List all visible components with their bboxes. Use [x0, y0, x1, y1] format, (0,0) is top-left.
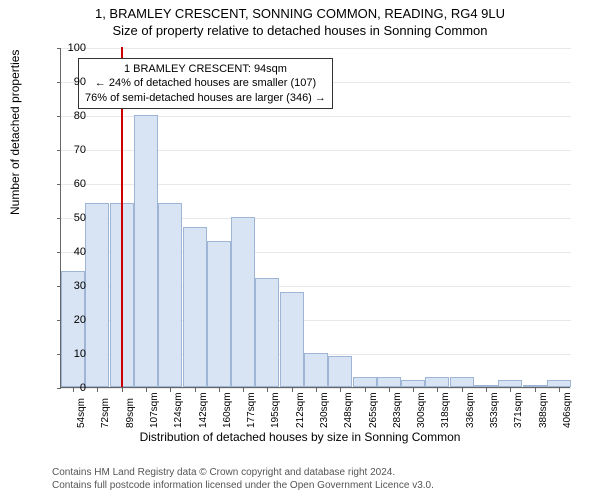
histogram-bar [255, 278, 279, 387]
ytick-mark [57, 116, 61, 117]
ytick-label: 0 [80, 382, 86, 394]
ytick-mark [57, 252, 61, 253]
histogram-bar [134, 115, 158, 387]
xtick-label: 142sqm [198, 392, 209, 428]
xtick-label: 406sqm [562, 392, 573, 428]
ytick-label: 100 [68, 42, 86, 54]
xtick-mark [535, 388, 536, 392]
footer-line2: Contains full postcode information licen… [52, 479, 434, 492]
xtick-mark [510, 388, 511, 392]
ytick-label: 10 [74, 348, 86, 360]
annotation-line1: 1 BRAMLEY CRESCENT: 94sqm [85, 62, 326, 76]
ytick-label: 50 [74, 212, 86, 224]
xtick-mark [316, 388, 317, 392]
xtick-mark [486, 388, 487, 392]
ytick-label: 20 [74, 314, 86, 326]
xtick-mark [413, 388, 414, 392]
histogram-bar [353, 377, 377, 387]
xtick-mark [170, 388, 171, 392]
histogram-bar [401, 380, 425, 387]
chart-title-line1: 1, BRAMLEY CRESCENT, SONNING COMMON, REA… [0, 0, 600, 21]
xtick-label: 353sqm [489, 392, 500, 428]
ytick-mark [57, 388, 61, 389]
xtick-label: 265sqm [368, 392, 379, 428]
annotation-line3: 76% of semi-detached houses are larger (… [85, 91, 326, 105]
xtick-mark [389, 388, 390, 392]
histogram-bar [547, 380, 571, 387]
xtick-mark [292, 388, 293, 392]
x-axis-title: Distribution of detached houses by size … [0, 430, 600, 444]
ytick-mark [57, 218, 61, 219]
xtick-label: 230sqm [319, 392, 330, 428]
xtick-label: 89sqm [125, 398, 136, 428]
xtick-mark [219, 388, 220, 392]
xtick-mark [462, 388, 463, 392]
xtick-mark [195, 388, 196, 392]
histogram-bar [425, 377, 449, 387]
xtick-label: 160sqm [222, 392, 233, 428]
xtick-mark [97, 388, 98, 392]
ytick-label: 60 [74, 178, 86, 190]
histogram-bar [523, 385, 547, 387]
histogram-bar [450, 377, 474, 387]
histogram-bar [328, 356, 352, 387]
ytick-mark [57, 150, 61, 151]
xtick-label: 212sqm [295, 392, 306, 428]
histogram-bar [183, 227, 207, 387]
histogram-bar [85, 203, 109, 387]
y-axis-label: Number of detached properties [8, 50, 22, 215]
xtick-label: 388sqm [538, 392, 549, 428]
histogram-bar [474, 385, 498, 387]
ytick-label: 90 [74, 76, 86, 88]
xtick-mark [365, 388, 366, 392]
xtick-label: 72sqm [100, 398, 111, 428]
histogram-bar [158, 203, 182, 387]
xtick-label: 248sqm [343, 392, 354, 428]
xtick-mark [146, 388, 147, 392]
chart-title-line2: Size of property relative to detached ho… [0, 21, 600, 38]
xtick-mark [559, 388, 560, 392]
xtick-label: 177sqm [246, 392, 257, 428]
ytick-label: 30 [74, 280, 86, 292]
xtick-label: 54sqm [76, 398, 87, 428]
footer-line1: Contains HM Land Registry data © Crown c… [52, 466, 434, 479]
xtick-label: 371sqm [513, 392, 524, 428]
ytick-mark [57, 48, 61, 49]
ytick-label: 80 [74, 110, 86, 122]
annotation-line2: ← 24% of detached houses are smaller (10… [85, 76, 326, 90]
xtick-label: 336sqm [465, 392, 476, 428]
xtick-label: 318sqm [440, 392, 451, 428]
ytick-label: 40 [74, 246, 86, 258]
xtick-label: 283sqm [392, 392, 403, 428]
annotation-box: 1 BRAMLEY CRESCENT: 94sqm ← 24% of detac… [78, 58, 333, 109]
histogram-bar [377, 377, 401, 387]
xtick-mark [340, 388, 341, 392]
xtick-mark [122, 388, 123, 392]
xtick-label: 300sqm [416, 392, 427, 428]
histogram-bar [280, 292, 304, 387]
histogram-bar [304, 353, 328, 387]
ytick-mark [57, 82, 61, 83]
xtick-mark [437, 388, 438, 392]
histogram-bar [207, 241, 231, 387]
ytick-label: 70 [74, 144, 86, 156]
xtick-mark [73, 388, 74, 392]
histogram-bar [231, 217, 255, 387]
histogram-bar [498, 380, 522, 387]
xtick-mark [243, 388, 244, 392]
gridline [61, 48, 571, 49]
xtick-label: 107sqm [149, 392, 160, 428]
xtick-label: 124sqm [173, 392, 184, 428]
xtick-label: 195sqm [270, 392, 281, 428]
footer-attribution: Contains HM Land Registry data © Crown c… [52, 466, 434, 492]
ytick-mark [57, 184, 61, 185]
xtick-mark [267, 388, 268, 392]
